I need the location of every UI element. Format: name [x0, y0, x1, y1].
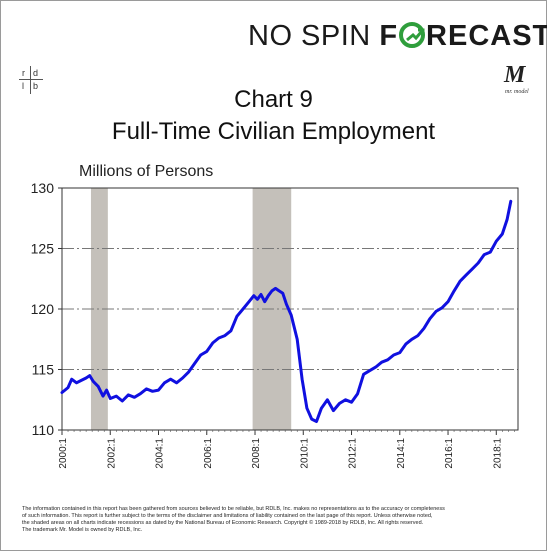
- rdlb-letter: r: [22, 68, 25, 78]
- footer-line: the shaded areas on all charts indicate …: [22, 520, 424, 526]
- employment-series-line: [60, 199, 513, 423]
- brand-forecast-rest: RECAST: [426, 20, 547, 52]
- rdlb-letter: b: [33, 81, 39, 91]
- y-tick-label: 125: [31, 241, 55, 257]
- mr-model-caption: mr. model: [505, 89, 529, 95]
- x-tick-label: 2008:1: [251, 438, 262, 469]
- x-tick-label: 2006:1: [203, 438, 214, 469]
- forecast-o-icon: [399, 22, 426, 48]
- y-axis-units-label: Millions of Persons: [79, 163, 214, 180]
- x-tick-label: 2004:1: [155, 438, 166, 469]
- brand-logo: NO SPIN F RECAST: [248, 20, 547, 60]
- chart-title: Full-Time Civilian Employment: [111, 118, 436, 145]
- rdlb-logo: r d l b: [17, 66, 47, 96]
- y-tick-label: 115: [32, 362, 55, 378]
- x-tick-label: 2010:1: [299, 438, 310, 469]
- brand-forecast-f: F: [379, 20, 399, 52]
- x-tick-label: 2018:1: [492, 438, 503, 469]
- x-tick-label: 2012:1: [348, 438, 359, 469]
- rdlb-letter: l: [22, 81, 24, 91]
- x-tick-label: 2014:1: [396, 438, 407, 469]
- rdlb-letter: d: [33, 68, 39, 78]
- x-tick-label: 2016:1: [444, 438, 455, 469]
- y-tick-label: 130: [31, 180, 55, 196]
- x-tick-label: 2000:1: [58, 438, 69, 469]
- footer-line: The information contained in this report…: [22, 506, 445, 512]
- mr-model-letter: M: [504, 62, 526, 88]
- x-tick-label: 2002:1: [106, 438, 117, 469]
- footer-line: of such information. This report is furt…: [22, 513, 433, 519]
- footer-line: The trademark Mr. Model is owned by RDLB…: [22, 527, 143, 533]
- brand-no-spin: NO SPIN: [248, 20, 371, 52]
- y-tick-label: 120: [31, 301, 55, 317]
- disclaimer-footer: The information contained in this report…: [22, 506, 537, 534]
- mr-model-logo: M mr. model: [496, 62, 536, 98]
- chart-title-number: Chart 9: [234, 86, 313, 113]
- y-tick-label: 110: [32, 422, 55, 438]
